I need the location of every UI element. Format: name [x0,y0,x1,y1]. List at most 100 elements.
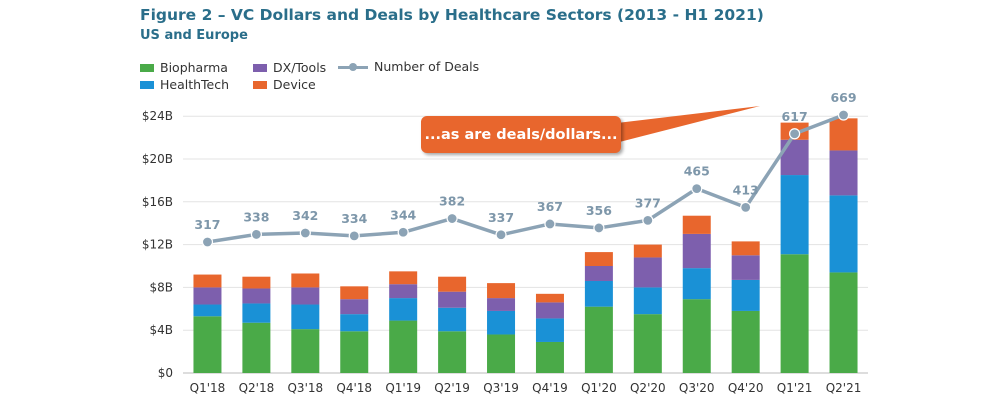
legend: Biopharma DX/Tools Number of Deals Healt… [140,59,560,100]
bar-biopharma [487,334,516,373]
deals-point [740,201,752,213]
biopharma-swatch [140,63,154,72]
deals-point [348,230,360,242]
bar-dxtools [438,291,467,308]
deals-point [691,183,703,195]
bar-device [193,274,222,288]
deals-point [593,222,605,234]
bar-biopharma [829,272,858,373]
bar-dxtools [584,266,613,281]
x-tick-label: Q2'21 [826,381,862,395]
bar-healthtech [487,310,516,335]
bar-dxtools [242,288,271,304]
bar-healthtech [291,304,320,330]
deals-data-label: 669 [830,90,856,105]
y-tick-label: $8B [149,280,173,294]
deals-data-label: 465 [684,164,710,179]
deals-data-label: 337 [488,210,514,225]
bar-biopharma [242,322,271,373]
legend-device: Device [253,77,316,92]
bar-dxtools [291,287,320,305]
x-tick-label: Q4'19 [532,381,568,395]
bar-dxtools [829,150,858,196]
callout-box: ...as are deals/dollars... [421,116,621,153]
x-tick-label: Q2'18 [239,381,275,395]
bar-device [389,271,418,285]
bar-biopharma [633,314,662,373]
bar-healthtech [633,287,662,315]
bar-device [487,283,516,299]
bar-device [291,273,320,288]
bar-biopharma [193,316,222,373]
deals-data-label: 344 [390,207,416,222]
deals-point [789,128,801,140]
bar-dxtools [487,298,516,311]
bar-device [731,241,760,256]
bar-biopharma [682,299,711,373]
y-tick-label: $24B [142,109,173,123]
y-tick-label: $4B [149,323,173,337]
bar-healthtech [438,307,467,332]
dxtools-swatch [253,63,267,72]
x-tick-label: Q2'19 [434,381,470,395]
legend-biopharma-label: Biopharma [160,60,228,75]
y-tick-label: $0 [158,366,173,380]
bar-biopharma [389,320,418,373]
device-swatch [253,80,267,89]
deals-point [544,218,556,230]
deals-point [299,227,311,239]
legend-deals: Number of Deals [338,59,479,74]
deals-point [201,236,214,248]
bar-device [535,293,564,303]
y-tick-label: $12B [142,238,173,252]
y-tick-label: $16B [142,195,173,209]
chart-subtitle: US and Europe [140,28,248,43]
bar-healthtech [780,175,809,255]
bar-biopharma [291,329,320,373]
bar-dxtools [389,284,418,299]
bar-device [242,276,271,289]
deals-data-label: 317 [194,217,220,232]
bar-biopharma [780,254,809,373]
bar-healthtech [340,314,369,332]
x-tick-label: Q4'18 [336,381,372,395]
bar-device [633,244,662,258]
x-tick-label: Q3'19 [483,381,519,395]
bar-biopharma [584,306,613,373]
bar-biopharma [438,331,467,373]
deals-line [207,113,845,244]
deals-data-label: 413 [733,182,759,197]
bar-device [682,215,711,234]
bar-biopharma [340,331,369,373]
bar-dxtools [780,139,809,176]
bar-healthtech [389,298,418,321]
deals-data-label: 342 [292,208,318,223]
bar-dxtools [682,233,711,269]
bar-healthtech [535,318,564,342]
deals-data-label: 377 [635,195,661,210]
legend-dxtools-label: DX/Tools [273,60,327,75]
legend-healthtech: HealthTech [140,77,229,92]
bar-biopharma [731,310,760,373]
bar-device [340,286,369,300]
bar-healthtech [731,279,760,311]
deals-point [495,229,507,241]
bar-healthtech [682,268,711,300]
deals-point [446,212,458,225]
deals-data-label: 338 [243,209,269,224]
chart-title: Figure 2 – VC Dollars and Deals by Healt… [140,6,764,24]
deals-data-label: 334 [341,211,367,226]
x-tick-label: Q1'21 [777,381,813,395]
legend-deals-label: Number of Deals [374,59,480,74]
legend-biopharma: Biopharma [140,60,228,75]
deals-data-label: 617 [782,109,808,124]
x-tick-label: Q3'20 [679,381,715,395]
bar-device [829,118,858,151]
legend-healthtech-label: HealthTech [160,77,230,92]
legend-device-label: Device [273,77,316,92]
deals-data-label: 356 [586,203,612,218]
bar-healthtech [584,280,613,307]
deals-point [250,228,262,241]
deals-line-swatch [338,62,368,72]
